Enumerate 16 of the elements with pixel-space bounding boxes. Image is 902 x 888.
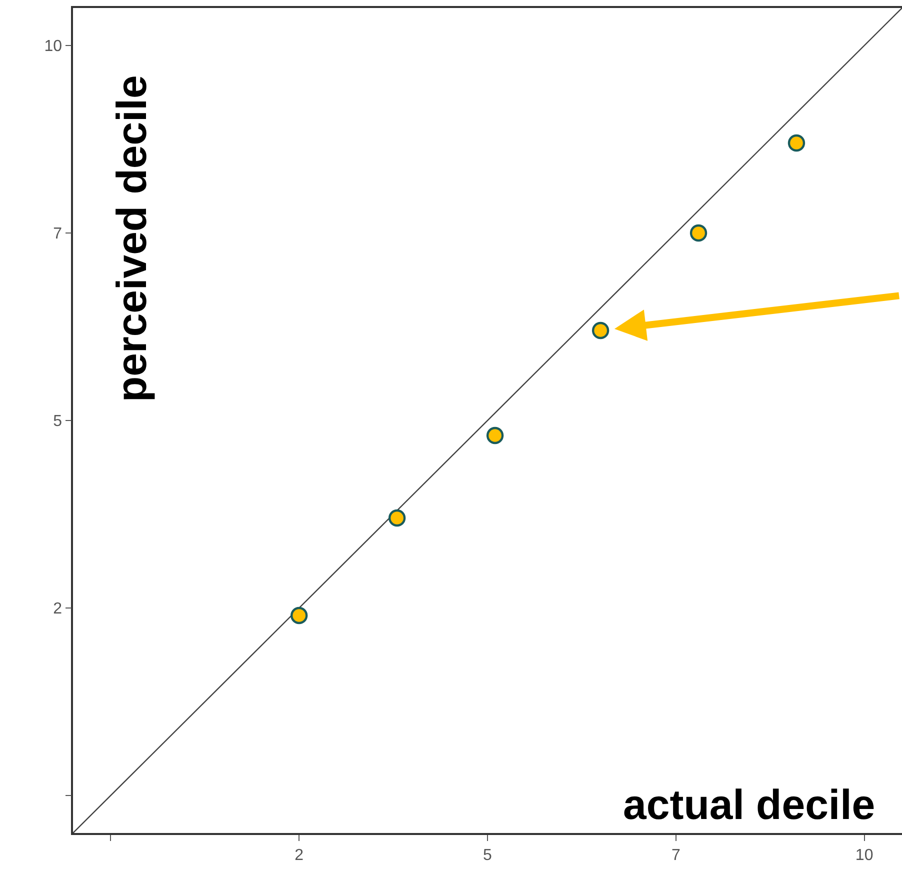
x-tick-label: 5 bbox=[483, 846, 492, 864]
x-tick-label: 2 bbox=[294, 846, 304, 864]
y-tick-label: 10 bbox=[44, 38, 62, 56]
y-tick-label: 5 bbox=[53, 413, 62, 430]
y-axis-title: perceived decile bbox=[108, 75, 156, 402]
point bbox=[592, 322, 610, 340]
point bbox=[788, 134, 806, 152]
y-tick-label: 7 bbox=[53, 226, 62, 243]
x-tick-label: 7 bbox=[671, 846, 680, 864]
x-axis-title: actual decile bbox=[623, 781, 876, 828]
y-tick-label: 2 bbox=[53, 600, 62, 618]
point bbox=[388, 509, 406, 527]
point bbox=[290, 606, 308, 624]
x-tick-label: 10 bbox=[855, 846, 874, 864]
point bbox=[690, 224, 708, 242]
point bbox=[486, 426, 504, 444]
